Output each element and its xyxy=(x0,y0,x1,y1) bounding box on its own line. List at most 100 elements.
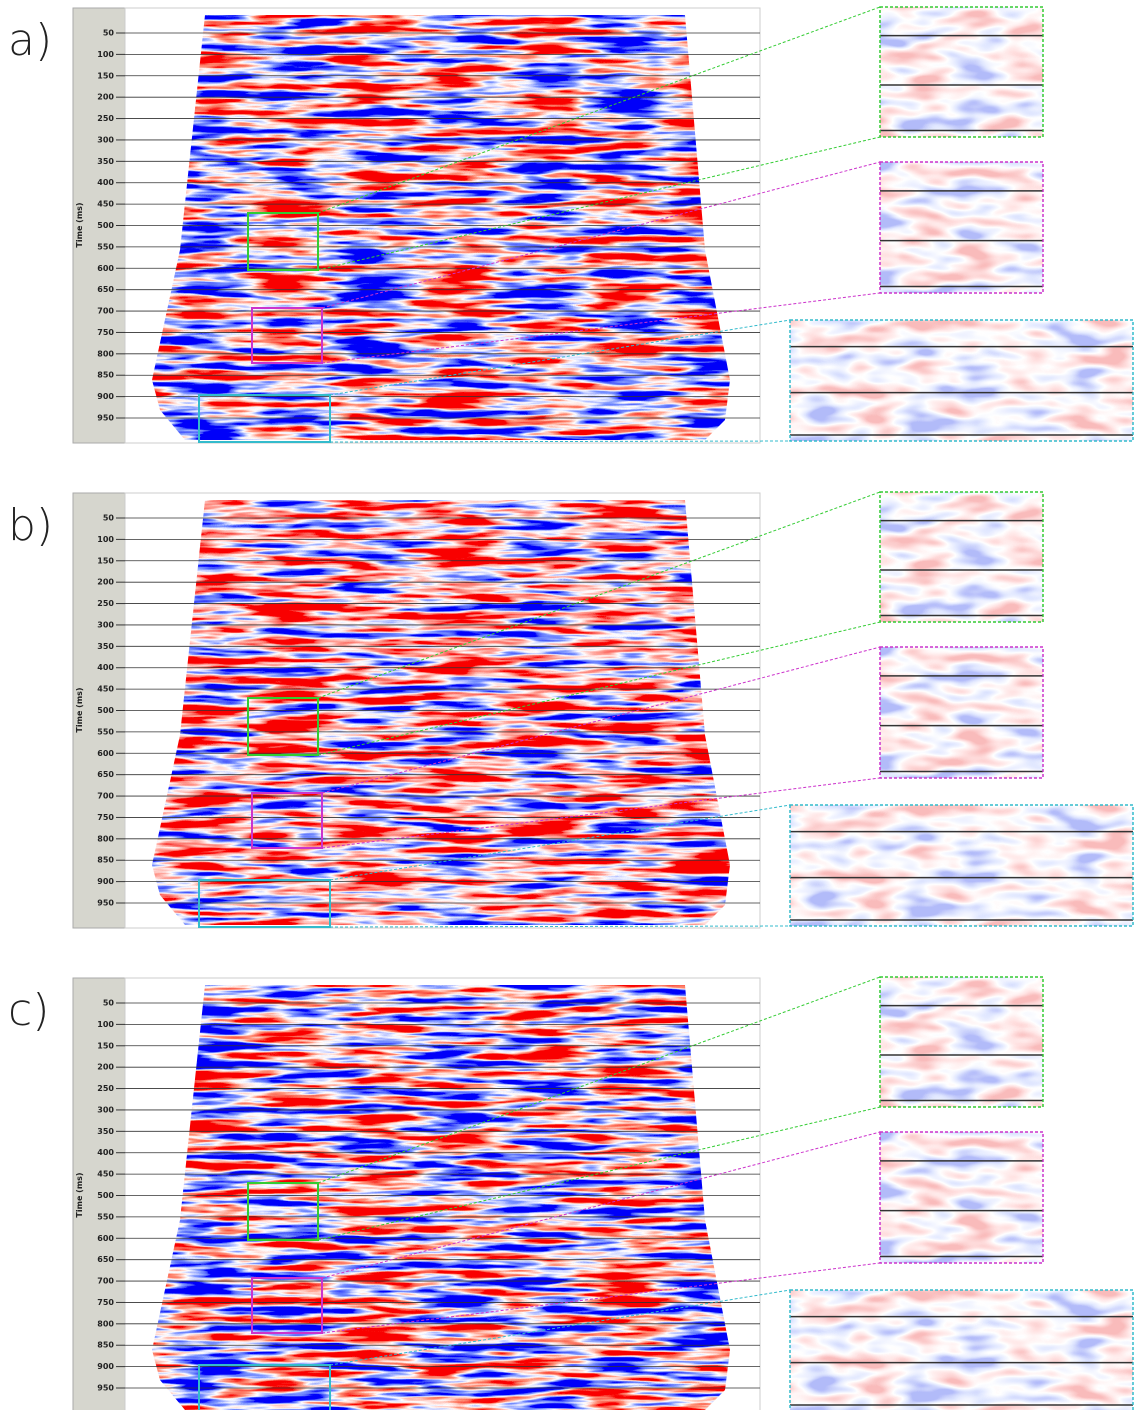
y-tick-label: 400 xyxy=(97,178,114,187)
inset-texture xyxy=(880,647,1043,778)
y-tick-label: 950 xyxy=(97,899,114,908)
panel-label: b) xyxy=(8,500,53,551)
zoom-connector xyxy=(321,777,881,849)
y-tick-label: 450 xyxy=(97,685,114,694)
inset-texture xyxy=(880,977,1043,1107)
inset-frame xyxy=(879,491,1044,623)
y-tick-label: 600 xyxy=(97,749,114,758)
panel: a) Time (ms) 50 100 150 200 250 300 350 400 450 500… xyxy=(8,6,1134,444)
zoom-box xyxy=(251,792,323,849)
y-tick-label: 850 xyxy=(97,856,114,865)
y-tick-label: 600 xyxy=(97,1234,114,1243)
inset-frame xyxy=(879,161,1044,294)
y-tick-label: 300 xyxy=(97,1105,114,1114)
y-tick-label: 350 xyxy=(97,642,114,651)
y-tick-label: 950 xyxy=(97,1384,114,1393)
y-tick-label: 550 xyxy=(97,242,114,251)
y-tick-label: 200 xyxy=(97,93,114,102)
y-tick-label: 550 xyxy=(97,1212,114,1221)
y-tick-label: 900 xyxy=(97,1362,114,1371)
zoom-box xyxy=(251,1277,323,1334)
zoom-box xyxy=(198,879,331,928)
y-tick-label: 500 xyxy=(97,706,114,715)
zoom-box xyxy=(198,394,331,443)
y-tick-label: 50 xyxy=(103,999,115,1008)
y-tick-label: 950 xyxy=(97,414,114,423)
zoom-box xyxy=(247,697,319,756)
inset-frame xyxy=(879,1131,1044,1264)
y-tick-label: 150 xyxy=(97,71,114,80)
y-tick-label: 350 xyxy=(97,1127,114,1136)
zoom-connector xyxy=(317,1106,881,1241)
y-tick-label: 250 xyxy=(97,1084,114,1093)
y-tick-label: 750 xyxy=(97,813,114,822)
zoom-box xyxy=(247,1182,319,1241)
zoom-connector xyxy=(321,161,881,309)
y-tick-label: 50 xyxy=(103,29,115,38)
y-tick-label: 800 xyxy=(97,1319,114,1328)
axis-label: Time (ms) xyxy=(75,1172,84,1217)
zoom-connector xyxy=(329,319,791,396)
zoom-box xyxy=(247,212,319,271)
panel-label: a) xyxy=(8,15,52,66)
zoom-connector xyxy=(329,440,791,443)
y-tick-label: 400 xyxy=(97,1148,114,1157)
y-tick-label: 600 xyxy=(97,264,114,273)
inset-texture xyxy=(880,1132,1043,1263)
y-tick-label: 100 xyxy=(97,535,114,544)
zoom-connector xyxy=(321,1131,881,1279)
y-tick-label: 900 xyxy=(97,877,114,886)
y-tick-label: 500 xyxy=(97,1191,114,1200)
y-tick-label: 800 xyxy=(97,349,114,358)
inset-texture xyxy=(880,7,1043,137)
axis-strip xyxy=(72,977,126,1410)
inset-texture xyxy=(790,805,1133,926)
y-tick-label: 100 xyxy=(97,1020,114,1029)
zoom-box xyxy=(198,1364,331,1410)
y-tick-label: 50 xyxy=(103,514,115,523)
inset-frame xyxy=(879,6,1044,138)
zoom-connector xyxy=(329,804,791,881)
y-tick-label: 650 xyxy=(97,1255,114,1264)
zoom-connector xyxy=(329,925,791,928)
zoom-connector xyxy=(317,136,881,271)
y-tick-label: 550 xyxy=(97,727,114,736)
y-tick-label: 750 xyxy=(97,328,114,337)
inset-frame xyxy=(789,319,1134,442)
y-tick-label: 850 xyxy=(97,1341,114,1350)
y-tick-label: 200 xyxy=(97,1063,114,1072)
inset-frame xyxy=(879,976,1044,1108)
panel-label: c) xyxy=(8,985,49,1036)
y-tick-label: 200 xyxy=(97,578,114,587)
inset-frame xyxy=(879,646,1044,779)
y-tick-label: 850 xyxy=(97,371,114,380)
y-tick-label: 800 xyxy=(97,834,114,843)
inset-texture xyxy=(880,492,1043,622)
y-tick-label: 350 xyxy=(97,157,114,166)
y-tick-label: 650 xyxy=(97,285,114,294)
y-tick-label: 450 xyxy=(97,1170,114,1179)
inset-frame xyxy=(789,804,1134,927)
axis-label: Time (ms) xyxy=(75,202,84,247)
axis-label: Time (ms) xyxy=(75,687,84,732)
y-tick-label: 100 xyxy=(97,50,114,59)
y-tick-label: 150 xyxy=(97,1041,114,1050)
y-tick-label: 400 xyxy=(97,663,114,672)
y-tick-label: 750 xyxy=(97,1298,114,1307)
inset-texture xyxy=(790,1290,1133,1410)
y-tick-label: 700 xyxy=(97,792,114,801)
zoom-connector xyxy=(317,621,881,756)
zoom-box xyxy=(251,307,323,364)
y-tick-label: 900 xyxy=(97,392,114,401)
y-tick-label: 650 xyxy=(97,770,114,779)
y-tick-label: 500 xyxy=(97,221,114,230)
zoom-connector xyxy=(329,1289,791,1366)
inset-frame xyxy=(789,1289,1134,1410)
zoom-connector xyxy=(321,1262,881,1334)
y-tick-label: 250 xyxy=(97,599,114,608)
panel: b) Time (ms) 50 100 150 200 250 300 350 400 450 500… xyxy=(8,491,1134,929)
zoom-connector xyxy=(321,646,881,794)
y-tick-label: 450 xyxy=(97,200,114,209)
zoom-connector xyxy=(321,292,881,364)
